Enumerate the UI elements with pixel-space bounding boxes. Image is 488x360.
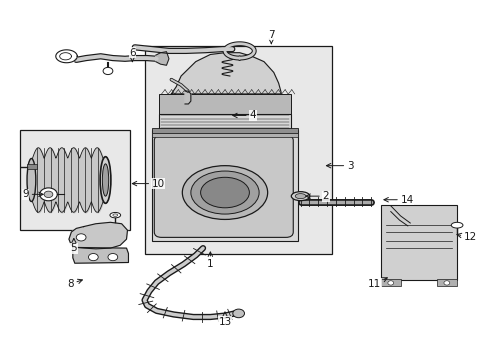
Circle shape: [108, 253, 118, 261]
Ellipse shape: [100, 157, 111, 203]
Polygon shape: [69, 222, 127, 249]
Ellipse shape: [102, 164, 108, 196]
Text: 9: 9: [22, 189, 43, 199]
Polygon shape: [56, 50, 77, 63]
Text: 3: 3: [325, 161, 353, 171]
Polygon shape: [171, 53, 281, 94]
Circle shape: [443, 281, 449, 285]
Bar: [152, 130, 298, 241]
Ellipse shape: [113, 214, 118, 216]
FancyBboxPatch shape: [154, 135, 293, 237]
Text: 14: 14: [383, 195, 413, 205]
Circle shape: [232, 309, 244, 318]
Ellipse shape: [190, 171, 259, 214]
Text: 2: 2: [305, 191, 328, 201]
Text: 7: 7: [267, 30, 274, 44]
Ellipse shape: [182, 166, 267, 220]
Text: 8: 8: [67, 279, 82, 289]
Text: 5: 5: [70, 238, 77, 253]
Text: 12: 12: [456, 232, 476, 242]
Bar: [152, 134, 298, 137]
Text: 13: 13: [218, 312, 231, 327]
Polygon shape: [73, 247, 128, 263]
Polygon shape: [156, 51, 168, 65]
Circle shape: [103, 67, 113, 75]
Bar: [159, 94, 290, 114]
Circle shape: [44, 191, 53, 198]
Circle shape: [40, 188, 57, 201]
Bar: [20, 130, 130, 230]
Text: 4: 4: [232, 111, 256, 121]
Ellipse shape: [291, 192, 309, 201]
Ellipse shape: [27, 158, 36, 202]
Bar: [436, 279, 456, 286]
Polygon shape: [184, 91, 190, 104]
Circle shape: [76, 234, 86, 241]
Bar: [380, 279, 400, 286]
Bar: [26, 164, 37, 169]
Ellipse shape: [295, 194, 305, 199]
Ellipse shape: [110, 212, 121, 218]
Bar: [380, 205, 456, 280]
Circle shape: [387, 281, 393, 285]
Bar: [144, 45, 331, 253]
Ellipse shape: [450, 222, 462, 228]
Text: 11: 11: [367, 278, 386, 289]
Bar: [159, 114, 290, 130]
Circle shape: [88, 253, 98, 261]
Text: 1: 1: [206, 252, 213, 269]
Text: 6: 6: [129, 48, 135, 62]
Text: 10: 10: [132, 179, 164, 189]
Ellipse shape: [200, 177, 249, 208]
Bar: [152, 128, 298, 134]
